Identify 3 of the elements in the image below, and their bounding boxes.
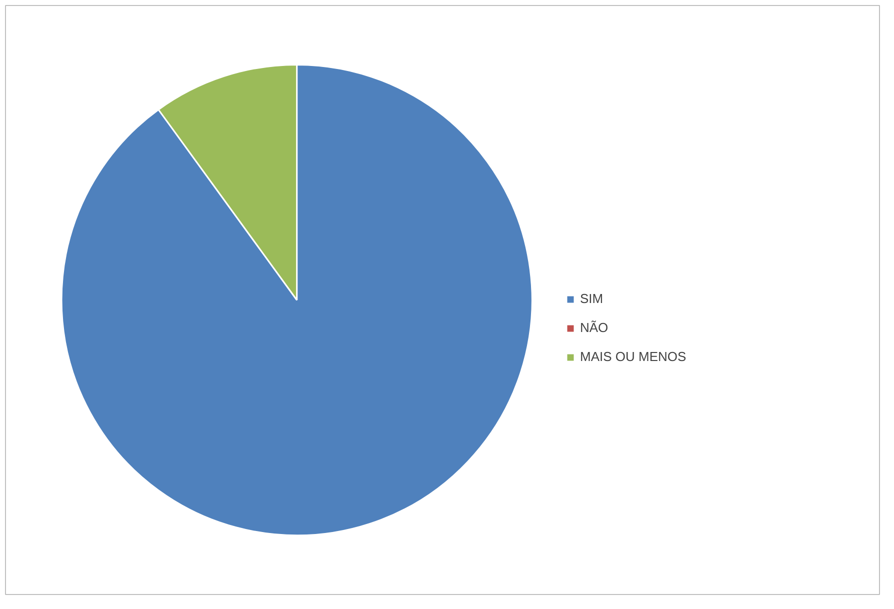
legend-label: MAIS OU MENOS	[580, 349, 686, 364]
legend-label: SIM	[580, 291, 604, 306]
legend-label: NÃO	[580, 320, 608, 335]
